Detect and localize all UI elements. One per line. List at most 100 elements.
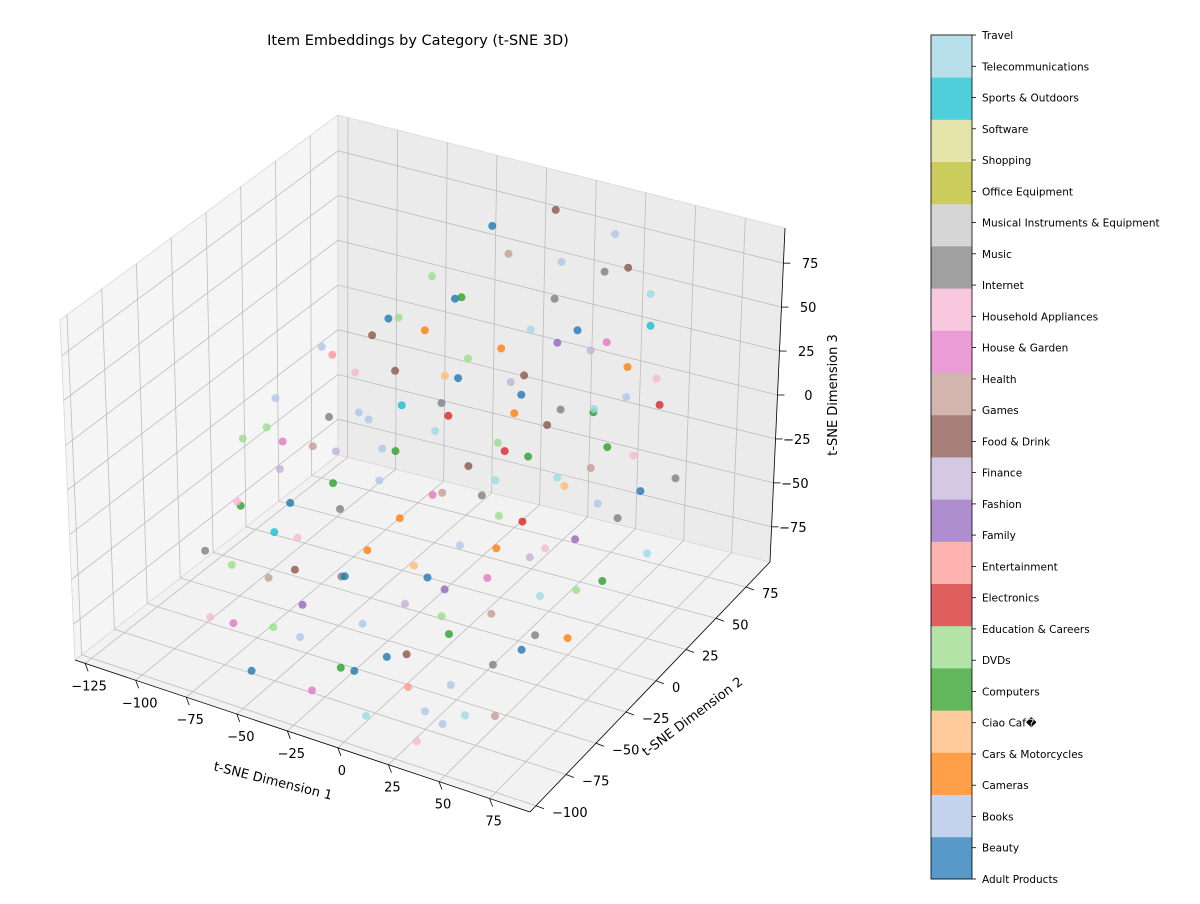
y-tick-label: −25 — [642, 712, 669, 727]
y-tick — [535, 805, 545, 810]
colorbar-segment — [931, 583, 972, 627]
scatter-point — [629, 451, 638, 460]
colorbar-label: Cars & Motorcycles — [982, 749, 1083, 761]
colorbar-segment — [931, 330, 972, 373]
z-gridline — [67, 284, 778, 491]
y-tick-label: 0 — [672, 681, 680, 696]
colorbar-label: Games — [982, 405, 1019, 417]
colorbar-label: Travel — [981, 30, 1013, 42]
x-tick — [489, 798, 493, 807]
y-tick-label: 75 — [762, 587, 779, 602]
x-tick — [135, 680, 140, 689]
colorbar-label: Books — [982, 812, 1014, 824]
axes: −125 −100 −75 −50 −25 0 25 50 75 −100 −75 −50 −25 0 25… — [71, 227, 818, 830]
scatter-point — [551, 205, 560, 214]
colorbar-segment — [931, 77, 972, 120]
y-tick-label: −100 — [552, 806, 588, 821]
colorbar-label: Entertainment — [982, 561, 1058, 573]
scatter-point — [358, 619, 367, 628]
z-gridline — [63, 195, 782, 401]
colorbar-label: Finance — [982, 468, 1022, 480]
colorbar-segment — [931, 794, 972, 838]
scatter-point — [423, 573, 432, 582]
scatter-point — [464, 354, 472, 363]
chart-title: Item Embeddings by Category (t-SNE 3D) — [267, 33, 569, 49]
scatter-point — [445, 630, 453, 639]
x-tick — [286, 730, 291, 740]
scatter-point — [227, 560, 236, 569]
scatter-point — [504, 249, 513, 258]
colorbar-segment — [931, 625, 972, 669]
grid-lines — [61, 117, 784, 807]
scatter-point — [464, 462, 473, 471]
x-axis-label: t-SNE Dimension 1 — [212, 760, 334, 804]
x-gridline — [236, 155, 498, 715]
colorbar-label: Internet — [982, 280, 1024, 292]
x-tick — [388, 764, 392, 773]
scatter-point — [290, 565, 299, 574]
colorbar-segment — [931, 668, 972, 711]
y-tick — [745, 586, 755, 591]
colorbar-label: Cameras — [982, 780, 1029, 792]
scatter-point — [233, 497, 242, 506]
colorbar-segment — [931, 457, 972, 500]
scatter-point — [428, 272, 436, 281]
scatter-point — [488, 221, 497, 230]
z-axis-label: t-SNE Dimension 3 — [826, 334, 841, 456]
scatter-point — [457, 293, 466, 302]
scatter-point — [492, 544, 501, 553]
scatter-point — [560, 482, 569, 491]
scatter-point — [550, 294, 559, 303]
scatter-point — [598, 577, 607, 585]
scatter-point — [440, 371, 449, 380]
scatter-point — [671, 474, 680, 483]
x-tick — [236, 713, 241, 723]
y-tick — [565, 774, 575, 778]
y-axis-line — [529, 561, 771, 813]
scatter-point — [420, 326, 429, 335]
x-gridline — [84, 117, 349, 664]
scatter-point — [296, 633, 305, 641]
scatter-point — [404, 683, 413, 692]
scatter-point — [440, 585, 449, 594]
scatter-point — [489, 660, 497, 669]
scatter-point — [573, 326, 582, 335]
z-tick-label: 25 — [798, 345, 815, 360]
y-tick — [715, 617, 725, 622]
x-axis-line — [74, 659, 531, 813]
y-gridline — [275, 161, 717, 619]
z-gridline — [71, 374, 774, 580]
scatter-point — [391, 447, 400, 456]
scatter-point — [506, 378, 515, 387]
scatter-point — [652, 374, 661, 383]
scatter-point — [437, 612, 446, 621]
colorbar-segment — [931, 203, 972, 247]
colorbar-label: Household Appliances — [982, 311, 1098, 323]
scatter-point — [362, 711, 371, 720]
scatter-point — [455, 541, 464, 550]
z-tick-label: −75 — [779, 521, 806, 536]
scatter-point — [557, 257, 566, 266]
colorbar-label: DVDs — [982, 655, 1011, 667]
scatter-point — [238, 434, 247, 443]
y-tick-label: 50 — [732, 618, 749, 633]
axis-panes — [59, 114, 786, 813]
scatter-points — [201, 205, 680, 746]
scatter-point — [613, 514, 622, 523]
colorbar-segment — [931, 288, 972, 331]
scatter-point — [491, 712, 499, 720]
x-tick-label: −50 — [227, 730, 254, 745]
scatter-point — [494, 511, 503, 520]
colorbar-segment — [931, 35, 972, 78]
y-gridline — [309, 135, 747, 588]
scatter-point — [402, 650, 411, 659]
scatter-point — [368, 331, 377, 340]
scatter-point — [518, 517, 527, 526]
scatter-point — [590, 404, 599, 413]
scatter-point — [340, 572, 349, 581]
colorbar-segment — [931, 372, 972, 416]
scatter-point — [262, 423, 271, 432]
y-tick — [655, 680, 665, 685]
scatter-point — [437, 399, 446, 408]
scatter-point — [391, 366, 400, 375]
